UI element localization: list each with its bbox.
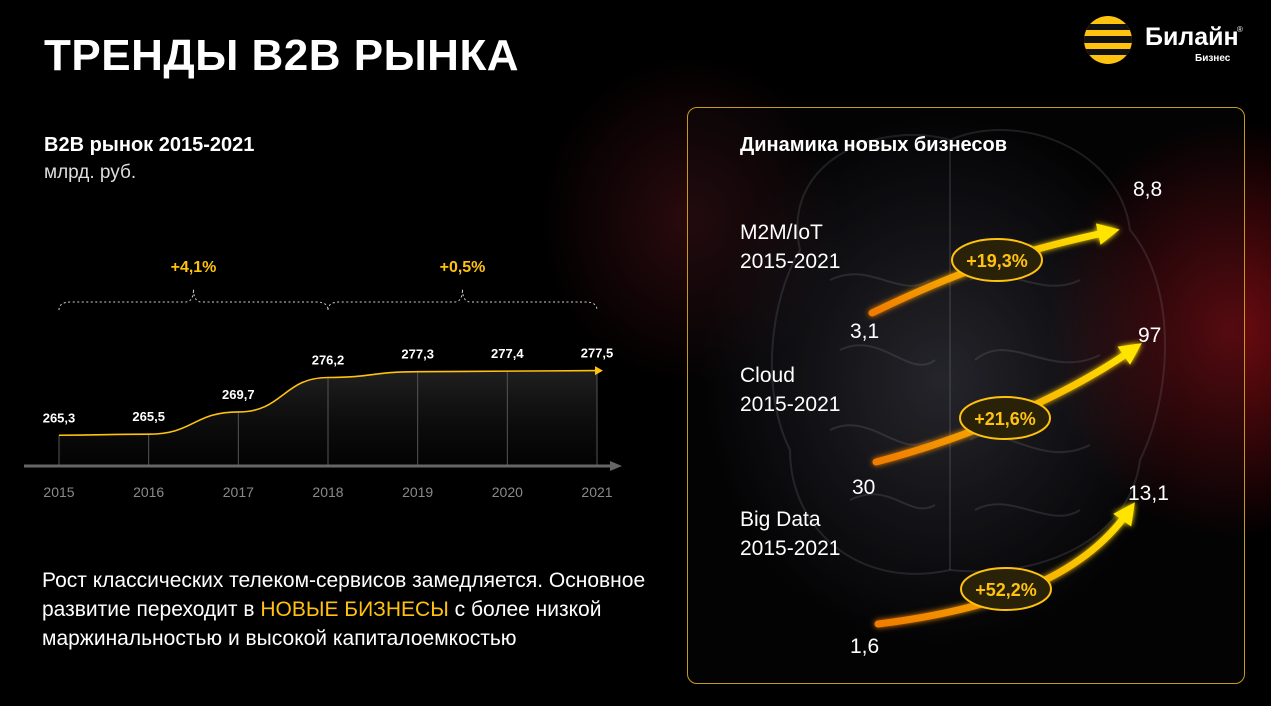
segment-cloud: Cloud 2015-2021 <box>740 361 840 419</box>
value-label-2020: 277,4 <box>491 346 524 361</box>
m2m-start-value: 3,1 <box>850 320 880 343</box>
segment-m2m-iot: M2M/IoT 2015-2021 <box>740 218 840 276</box>
growth-badge-label-bigdata: +52,2% <box>975 580 1037 600</box>
growth-badge-cloud <box>959 396 1051 440</box>
right-panel-title: Динамика новых бизнесов <box>740 134 1008 156</box>
x-tick-2020: 2020 <box>492 484 523 500</box>
page-title: ТРЕНДЫ B2B РЫНКА <box>44 31 520 80</box>
x-tick-2019: 2019 <box>402 484 433 500</box>
segment-big-data: Big Data 2015-2021 <box>740 505 840 563</box>
brand-reg-mark: ® <box>1237 25 1243 34</box>
value-label-2019: 277,3 <box>401 347 434 362</box>
description-part1: Рост классических телеком-сервисов замед… <box>42 569 646 621</box>
x-tick-2017: 2017 <box>223 484 254 500</box>
segment-m2m-period: 2015-2021 <box>740 250 841 273</box>
bigdata-start-value: 1,6 <box>850 635 880 658</box>
value-label-2018: 276,2 <box>312 352 345 367</box>
value-label-2021: 277,5 <box>581 346 614 361</box>
cloud-start-value: 30 <box>852 476 876 499</box>
x-tick-2018: 2018 <box>312 484 343 500</box>
description-text: Рост классических телеком-сервисов замед… <box>42 566 662 653</box>
segment-cloud-period: 2015-2021 <box>740 393 841 416</box>
value-label-2016: 265,5 <box>132 409 165 424</box>
beeline-logo-icon <box>1084 16 1132 64</box>
growth-brace-2 <box>327 288 598 311</box>
market-line-arrowhead <box>595 366 603 376</box>
growth-label-2: +0,5% <box>440 259 486 276</box>
beeline-logo: Билайн ® Бизнес <box>1083 15 1243 65</box>
description-part2: с более низкой маржинальностью и высокой… <box>42 598 602 650</box>
brand-name: Билайн <box>1145 23 1239 51</box>
value-label-2015: 265,3 <box>43 410 76 425</box>
segment-m2m-name: M2M/IoT <box>740 221 823 244</box>
b2b-market-chart: 265,3 2015 265,5 2016 269,7 2017 276,2 2018 277,… <box>24 259 622 500</box>
growth-badge-m2m <box>951 238 1043 282</box>
x-tick-2015: 2015 <box>43 484 74 500</box>
growth-badge-label-m2m: +19,3% <box>966 251 1028 271</box>
segment-cloud-name: Cloud <box>740 364 795 387</box>
cloud-end-value: 97 <box>1138 324 1162 347</box>
growth-arrowhead-bigdata <box>1113 502 1135 527</box>
bigdata-end-value: 13,1 <box>1128 482 1169 505</box>
growth-label-1: +4,1% <box>171 259 217 276</box>
value-label-2017: 269,7 <box>222 387 255 402</box>
brand-subtitle: Бизнес <box>1195 53 1231 64</box>
m2m-end-value: 8,8 <box>1133 178 1163 201</box>
x-tick-2016: 2016 <box>133 484 164 500</box>
description-highlight: НОВЫЕ БИЗНЕСЫ <box>260 598 449 621</box>
growth-brace-1 <box>58 288 329 311</box>
segment-bigdata-name: Big Data <box>740 508 821 531</box>
market-line <box>58 369 598 437</box>
left-chart-title: B2B рынок 2015-2021 <box>44 134 255 156</box>
growth-arrowhead-cloud <box>1117 343 1142 365</box>
x-tick-2021: 2021 <box>581 484 612 500</box>
x-axis-arrowhead <box>610 461 622 471</box>
segment-bigdata-period: 2015-2021 <box>740 537 841 560</box>
growth-arrowhead-m2m <box>1095 223 1120 245</box>
growth-badge-bigdata <box>960 567 1052 611</box>
left-chart-unit: млрд. руб. <box>44 162 137 183</box>
growth-badge-label-cloud: +21,6% <box>974 409 1036 429</box>
